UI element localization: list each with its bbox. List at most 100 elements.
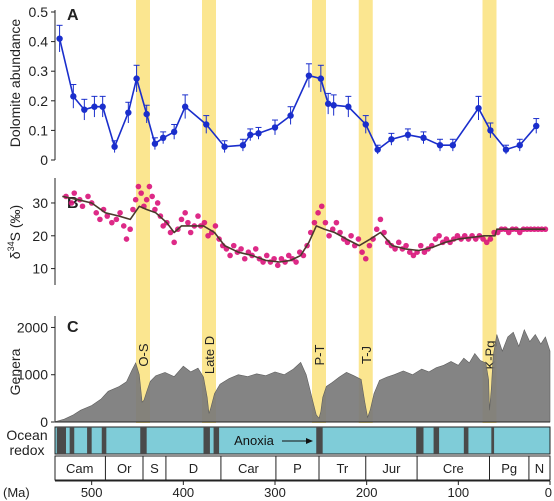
sulfur-point-20 [138,190,144,196]
sulfur-point-92 [392,246,398,252]
panel-a-tick-label-4: 0.4 [29,34,49,50]
period-label-6: Tr [336,461,348,476]
dolomite-point-31 [449,142,457,149]
sulfur-point-106 [443,236,450,242]
panel-c-ylabel: Genera [7,348,23,395]
anoxia-annotation: Anoxia [234,433,313,448]
sulfur-point-117 [483,239,490,246]
panel-a-dolomite: A Dolomite abundance 0 0.1 0.2 0.3 0.4 0.5 [7,4,540,168]
dolomite-point-19 [287,112,294,119]
event-label-2: P-T [312,344,327,365]
period-label-2: S [150,461,159,476]
sulfur-point-5 [85,193,91,200]
dolomite-point-28 [404,131,412,139]
event-bands [136,0,497,423]
sulfur-point-65 [293,259,299,265]
period-strip [54,455,551,481]
panel-b-ylabel: δ34S (‰) [6,205,23,259]
sulfur-point-40 [201,219,208,226]
redox-bar-plot [54,426,551,455]
event-label-3: T-J [359,346,374,364]
period-label-8: Cre [443,461,464,476]
x-tick-label-5: 0 [545,485,552,500]
sulfur-trend-line [62,195,546,263]
dolomite-point-8 [143,110,150,118]
dolomite-point-29 [420,134,427,141]
dolomite-point-11 [170,128,178,136]
period-label-5: P [293,461,302,476]
sulfur-point-70 [311,219,318,226]
sulfur-point-96 [406,249,413,255]
dolomite-point-20 [305,72,313,79]
sulfur-point-59 [271,255,277,262]
panel-b-tick-label-1: 20 [32,228,48,244]
x-tick-label-3: 200 [356,485,378,500]
sulfur-point-72 [318,203,325,210]
dolomite-point-33 [487,127,494,134]
dolomite-point-27 [388,136,395,143]
anoxia-interval-8 [416,427,424,454]
dolomite-point-23 [330,102,337,109]
sulfur-point-103 [432,236,439,242]
sulfur-point-88 [377,216,384,223]
anoxia-interval-3 [101,427,107,454]
dolomite-point-15 [239,142,247,149]
event-band-4 [482,0,497,423]
sulfur-point-85 [366,242,373,249]
sulfur-point-25 [152,206,158,213]
sulfur-point-43 [212,223,219,229]
anoxia-arrow-head [306,438,313,444]
sulfur-point-76 [333,219,340,226]
sulfur-point-17 [130,206,136,213]
event-band-1 [202,0,216,423]
dolomite-point-0 [56,35,63,42]
sulfur-point-4 [79,203,86,210]
dolomite-point-10 [159,134,167,141]
sulfur-point-84 [362,255,369,262]
panel-b-plot [62,183,549,269]
dolomite-point-7 [133,75,140,82]
event-label-1: Late D [202,336,217,374]
sulfur-point-48 [230,242,237,249]
genera-area [54,328,551,423]
sulfur-point-38 [195,213,201,219]
panel-a-plot [56,24,540,155]
panel-b-tick-label-0: 10 [32,261,48,277]
dolomite-point-1 [70,93,77,100]
sulfur-point-100 [421,249,428,255]
panel-a-ylabel: Dolomite abundance [7,19,23,148]
sulfur-point-60 [274,262,281,269]
sulfur-point-50 [238,246,244,252]
anoxia-interval-5 [203,427,210,454]
dolomite-point-22 [324,100,332,107]
sulfur-point-22 [143,196,150,203]
panel-a-tick-label-3: 0.3 [29,63,49,79]
x-tick-label-1: 400 [172,485,194,500]
anoxia-interval-1 [69,427,75,454]
dolomite-point-17 [255,130,262,137]
sulfur-point-12 [113,216,120,223]
sulfur-point-18 [132,196,139,203]
panel-a-tick-label-5: 0.5 [29,4,49,20]
sulfur-point-11 [109,219,115,226]
dolomite-point-12 [181,103,189,110]
panel-c-tick-label-1: 1000 [17,367,48,383]
sulfur-point-36 [187,229,194,236]
panel-c-genera: C Genera 0 1000 2000 [7,316,551,430]
sulfur-point-97 [410,252,417,259]
period-label-1: Or [117,461,132,476]
sulfur-point-123 [505,229,512,236]
anoxia-interval-10 [463,427,469,454]
dolomite-point-32 [475,105,482,112]
sulfur-point-61 [278,255,285,262]
sulfur-point-10 [104,213,111,219]
panel-c-plot [54,328,551,423]
anoxia-interval-7 [316,427,323,454]
sulfur-point-87 [373,226,380,233]
panel-b-ylabel-tail: S (‰) [7,205,23,242]
dolomite-point-5 [111,143,118,150]
dolomite-point-16 [247,131,254,139]
x-unit-label: (Ma) [3,485,30,500]
period-label-0: Cam [66,461,93,476]
anoxia-interval-11 [491,427,495,454]
